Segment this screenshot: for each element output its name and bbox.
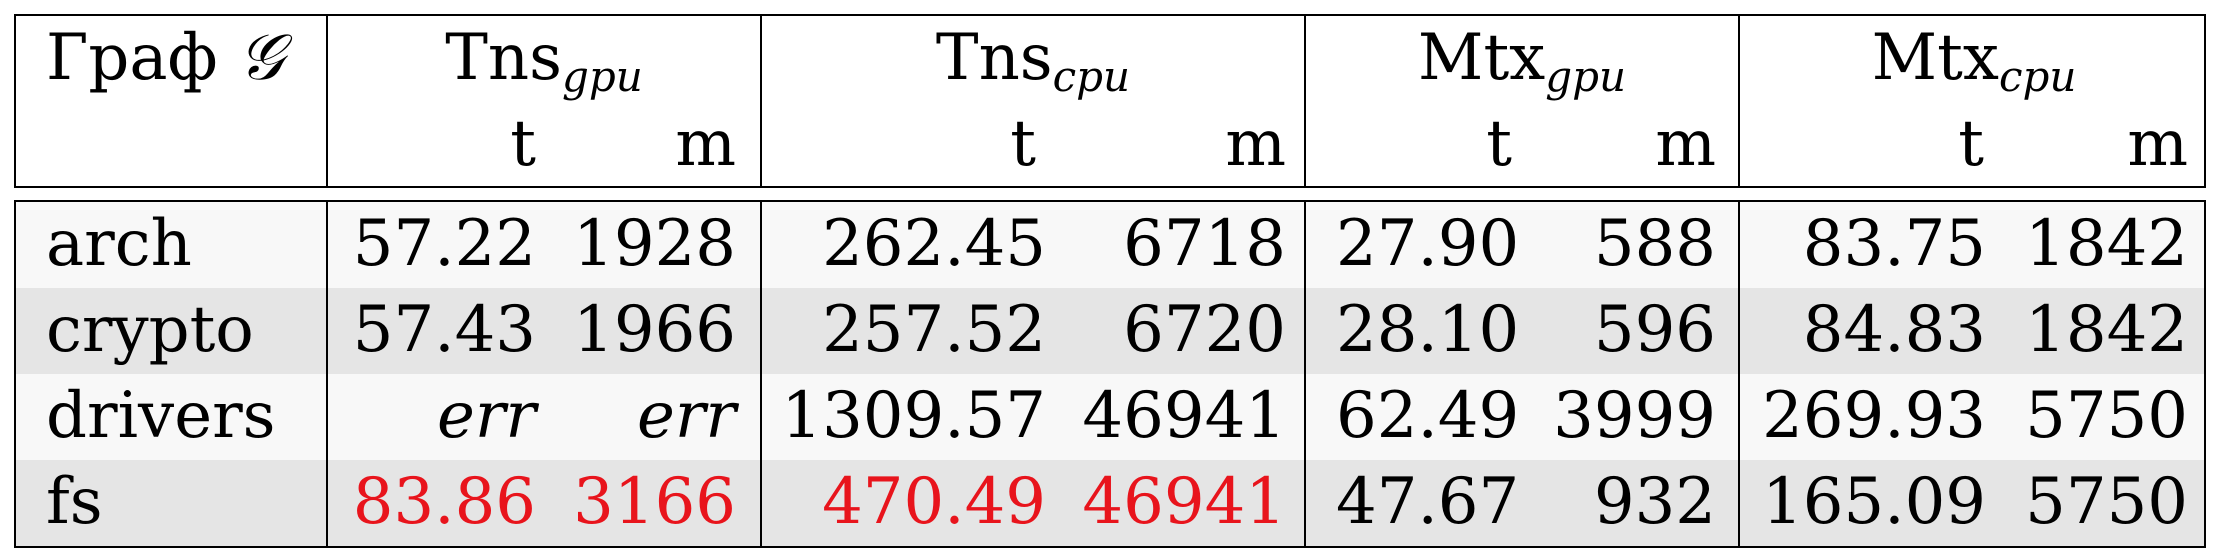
row-band xyxy=(16,460,2204,546)
table-cell: 5750 xyxy=(2025,379,2188,453)
group-header-mtx-gpu: Mtxgpu xyxy=(1417,21,1627,101)
table-cell: 57.43 xyxy=(352,293,536,367)
row-name: drivers xyxy=(46,379,276,453)
table-cell: 57.22 xyxy=(352,207,536,281)
column-divider xyxy=(1738,16,1740,186)
table-cell: 83.75 xyxy=(1802,207,1986,281)
table-cell: 262.45 xyxy=(822,207,1046,281)
table-cell: 46941 xyxy=(1082,379,1286,453)
column-divider xyxy=(760,202,762,546)
column-divider xyxy=(326,202,328,546)
highlighted-cell: 83.86 xyxy=(352,465,536,539)
table-cell: 62.49 xyxy=(1336,379,1520,453)
row-band xyxy=(16,374,2204,460)
row-band xyxy=(16,202,2204,288)
col-header-t: t xyxy=(1958,107,1984,181)
table-cell: 1842 xyxy=(2025,207,2188,281)
row-name: arch xyxy=(46,207,192,281)
group-header-tns-gpu: Tnsgpu xyxy=(445,21,643,101)
table-cell: 1966 xyxy=(573,293,736,367)
column-divider xyxy=(1304,202,1306,546)
column-divider xyxy=(326,16,328,186)
table-cell: 6720 xyxy=(1123,293,1286,367)
col-header-t: t xyxy=(1010,107,1036,181)
graph-column-header: Граф 𝒢 xyxy=(46,21,284,95)
highlighted-cell: 470.49 xyxy=(822,465,1046,539)
highlighted-cell: 3166 xyxy=(573,465,736,539)
row-name: crypto xyxy=(46,293,254,367)
table-cell: 84.83 xyxy=(1802,293,1986,367)
col-header-m: m xyxy=(1225,107,1286,181)
col-header-t: t xyxy=(510,107,536,181)
table-cell: 3999 xyxy=(1553,379,1716,453)
table-cell: 47.67 xyxy=(1336,465,1520,539)
table-body: arch 57.22 1928 262.45 6718 27.90 588 83… xyxy=(14,200,2206,548)
row-band xyxy=(16,288,2204,374)
table-cell: 596 xyxy=(1593,293,1716,367)
table-cell: 588 xyxy=(1593,207,1716,281)
group-header-tns-cpu: Tnscpu xyxy=(935,21,1131,101)
table-cell: 1842 xyxy=(2025,293,2188,367)
table-cell: 6718 xyxy=(1123,207,1286,281)
table-header: Граф 𝒢 Tnsgpu Tnscpu Mtxgpu Mtxcpu t m t… xyxy=(14,14,2206,188)
table-cell: 27.90 xyxy=(1336,207,1520,281)
table-cell: 257.52 xyxy=(822,293,1046,367)
group-header-mtx-cpu: Mtxcpu xyxy=(1871,21,2077,101)
error-cell: err xyxy=(436,379,536,453)
col-header-m: m xyxy=(675,107,736,181)
column-divider xyxy=(1738,202,1740,546)
col-header-m: m xyxy=(2127,107,2188,181)
col-header-m: m xyxy=(1655,107,1716,181)
table-cell: 5750 xyxy=(2025,465,2188,539)
row-name: fs xyxy=(46,465,103,539)
highlighted-cell: 46941 xyxy=(1082,465,1286,539)
error-cell: err xyxy=(636,379,736,453)
column-divider xyxy=(760,16,762,186)
table-cell: 28.10 xyxy=(1336,293,1520,367)
table-cell: 1928 xyxy=(573,207,736,281)
col-header-t: t xyxy=(1486,107,1512,181)
table-cell: 932 xyxy=(1593,465,1716,539)
table-cell: 165.09 xyxy=(1762,465,1986,539)
table-cell: 269.93 xyxy=(1762,379,1986,453)
table-cell: 1309.57 xyxy=(781,379,1046,453)
column-divider xyxy=(1304,16,1306,186)
